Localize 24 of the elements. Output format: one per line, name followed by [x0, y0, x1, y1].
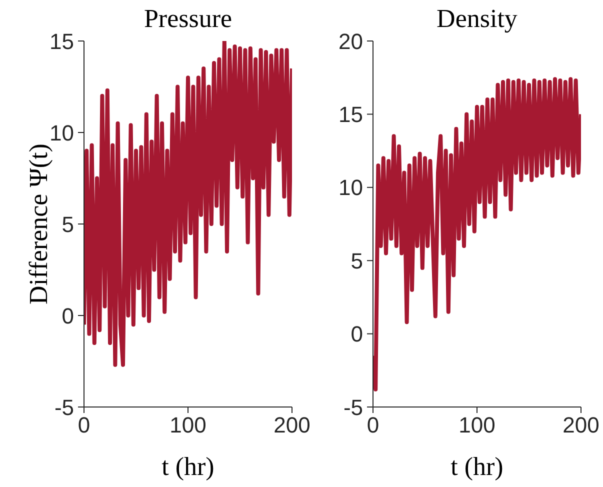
chart-title: Density [436, 4, 518, 34]
y-tick-label: -5 [343, 394, 363, 420]
x-tick-label: 200 [274, 412, 310, 438]
x-axis-title: t (hr) [450, 452, 504, 481]
y-tick-label: 15 [50, 28, 74, 54]
x-axis-title: t (hr) [162, 452, 214, 481]
y-tick-label: 10 [338, 175, 363, 200]
line-series [84, 41, 292, 367]
x-tick-label: 100 [458, 412, 496, 438]
x-tick-label: 0 [366, 412, 380, 438]
y-tick-label: 5 [350, 248, 363, 274]
y-tick-label: 15 [338, 102, 363, 128]
x-tick-label: 0 [78, 412, 90, 438]
x-tick-label: 200 [562, 412, 600, 438]
y-tick-label: 5 [62, 212, 74, 237]
y-tick-label: -5 [54, 394, 74, 420]
y-axis-title: Difference Ψ(t) [24, 144, 54, 304]
y-tick-label: 10 [50, 120, 74, 146]
chart-title: Pressure [142, 4, 234, 34]
x-tick-label: 100 [170, 412, 206, 438]
line-series [373, 77, 581, 392]
y-tick-label: 20 [338, 28, 363, 54]
y-tick-label: 0 [350, 322, 363, 347]
y-tick-label: 0 [62, 303, 74, 328]
